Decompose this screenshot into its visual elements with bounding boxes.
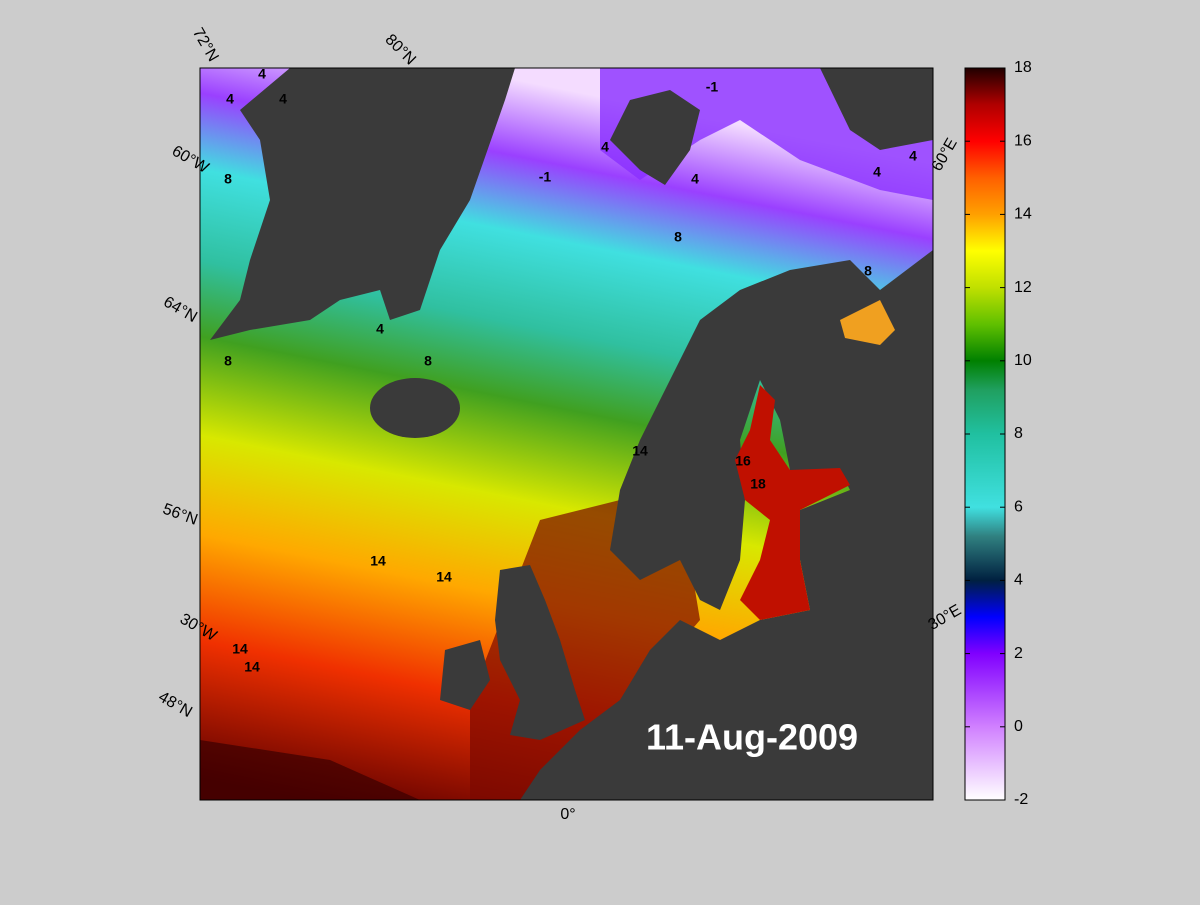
- contour-label: 8: [224, 171, 232, 187]
- graticule-label: 64°N: [160, 293, 199, 326]
- graticule-label: 80°N: [382, 31, 419, 68]
- svalbard: [610, 90, 700, 185]
- warm-sea: [200, 740, 420, 800]
- colorbar-tick-label: 10: [1014, 352, 1032, 369]
- contour-label: -1: [706, 79, 719, 95]
- graticule-label: 0°: [560, 806, 575, 823]
- contour-label: 14: [632, 443, 648, 459]
- graticule-label: 60°E: [929, 136, 961, 175]
- graticule-label: 48°N: [155, 688, 194, 721]
- contour-label: 14: [244, 659, 260, 675]
- colorbar-tick-label: 0: [1014, 718, 1023, 735]
- colorbar-tick-label: 16: [1014, 132, 1032, 149]
- map-frame: [199, 67, 934, 801]
- greenland: [210, 68, 515, 340]
- contour-label: 4: [226, 91, 234, 107]
- colorbar-tick-label: 6: [1014, 498, 1023, 515]
- europe: [520, 250, 933, 800]
- contour-label: 8: [224, 353, 232, 369]
- contour-label: 14: [370, 553, 386, 569]
- colorbar-tick-label: 18: [1014, 59, 1032, 76]
- colorbar-tick-label: 8: [1014, 425, 1023, 442]
- colorbar-tick-label: 2: [1014, 645, 1023, 662]
- contour-label: 4: [376, 321, 384, 337]
- colorbar-tick-label: 14: [1014, 206, 1032, 223]
- contour-label: 4: [601, 139, 609, 155]
- contour-label: 8: [424, 353, 432, 369]
- date-label: 11-Aug-2009: [646, 717, 858, 758]
- contour-label: 18: [750, 476, 766, 492]
- colorbar: [964, 67, 1006, 801]
- contour-label: 4: [258, 66, 266, 82]
- contour-label: 8: [864, 263, 872, 279]
- contour-label: 4: [873, 164, 881, 180]
- graticule-label: 56°N: [160, 501, 199, 529]
- map: 11-Aug-2009: [199, 67, 934, 801]
- contour-label: 8: [674, 229, 682, 245]
- contour-label: 14: [436, 569, 452, 585]
- contour-label: -1: [539, 169, 552, 185]
- contour-label: 4: [909, 148, 917, 164]
- baltic-sea: [735, 385, 850, 620]
- contour-label: 16: [735, 453, 751, 469]
- white-sea: [840, 300, 895, 345]
- colorbar-tick-label: 12: [1014, 279, 1032, 296]
- colorbar-tick-label: -2: [1014, 791, 1028, 808]
- contour-label: 4: [279, 91, 287, 107]
- contour-label: 4: [691, 171, 699, 187]
- contour-label: 14: [232, 641, 248, 657]
- franz-josef: [820, 68, 933, 150]
- colorbar-tick-label: 4: [1014, 572, 1023, 589]
- ireland: [440, 640, 490, 710]
- graticule-label: 72°N: [189, 25, 222, 64]
- iceland: [370, 378, 460, 438]
- great-britain: [495, 565, 585, 740]
